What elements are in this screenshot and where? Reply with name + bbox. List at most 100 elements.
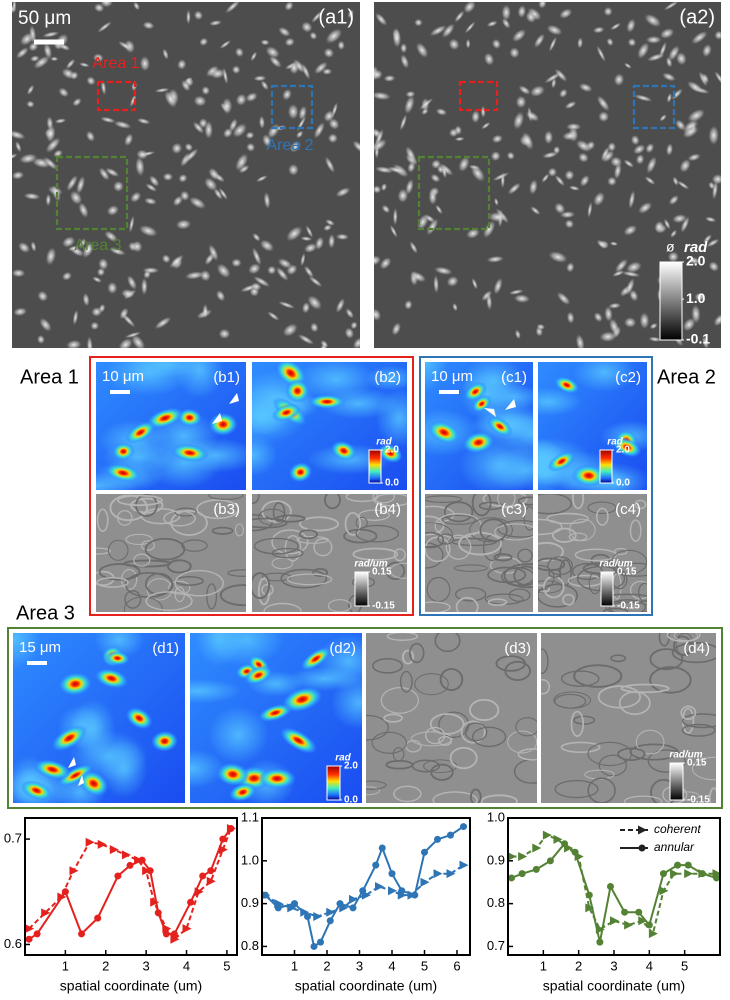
texture xyxy=(263,602,302,612)
cell xyxy=(301,301,311,314)
texture xyxy=(352,547,399,561)
arrowhead xyxy=(78,775,84,786)
texture xyxy=(298,529,319,540)
cell xyxy=(506,151,515,160)
cell xyxy=(286,226,303,242)
cell xyxy=(141,277,148,296)
cell xyxy=(171,142,183,155)
x-tick-label: 2 xyxy=(575,958,582,973)
cell xyxy=(98,258,109,271)
cell xyxy=(514,329,521,340)
cell xyxy=(50,56,59,62)
texture xyxy=(409,642,425,664)
texture xyxy=(275,514,306,523)
cell xyxy=(441,23,455,39)
cell xyxy=(162,172,174,181)
cell xyxy=(627,38,637,47)
cell xyxy=(29,55,40,62)
texture xyxy=(98,563,141,581)
cell xyxy=(325,28,343,44)
cell xyxy=(39,317,52,332)
marker-circle xyxy=(645,921,653,929)
cell xyxy=(568,185,580,191)
cell xyxy=(262,134,272,148)
cell xyxy=(213,187,223,200)
cell xyxy=(429,25,447,37)
marker-triangle xyxy=(624,920,634,930)
nucleus xyxy=(125,707,153,730)
marker-circle xyxy=(546,857,554,865)
cell xyxy=(311,10,323,23)
texture xyxy=(425,495,463,503)
cytoplasm xyxy=(330,675,362,730)
marker-circle xyxy=(317,938,324,946)
cell xyxy=(26,84,35,95)
x-axis-title: spatial coordinate (um) xyxy=(60,978,202,994)
texture xyxy=(570,710,585,737)
marker-circle xyxy=(274,904,282,912)
nucleus xyxy=(125,421,156,444)
marker-triangle xyxy=(507,852,517,862)
cell xyxy=(335,233,349,241)
cell xyxy=(530,85,546,97)
texture xyxy=(538,583,579,608)
cell xyxy=(624,62,632,69)
cell xyxy=(633,144,646,155)
nucleus xyxy=(378,443,403,463)
y-tick-label: 1.0 xyxy=(241,852,259,867)
texture xyxy=(386,633,419,641)
cell xyxy=(67,245,80,252)
cell xyxy=(546,24,563,36)
cell xyxy=(296,130,304,139)
cell xyxy=(113,120,132,129)
marker-circle xyxy=(411,891,419,899)
cell xyxy=(85,130,95,142)
nucleus xyxy=(300,646,332,671)
x-axis-title: spatial coordinate (um) xyxy=(543,978,685,994)
cell xyxy=(702,43,712,58)
cell xyxy=(104,167,120,177)
texture xyxy=(96,577,129,588)
cell xyxy=(45,137,61,153)
cell xyxy=(245,92,258,102)
image-d3 xyxy=(366,633,537,803)
marker-circle xyxy=(162,930,170,938)
cell xyxy=(235,153,249,172)
cell xyxy=(575,139,592,153)
image-c4 xyxy=(538,494,647,612)
nucleus xyxy=(216,762,250,787)
colorbar-unit: rad/um xyxy=(354,559,387,570)
cell xyxy=(231,65,241,75)
cell xyxy=(374,166,394,174)
texture xyxy=(116,509,133,526)
cell xyxy=(201,86,210,96)
texture xyxy=(145,591,193,612)
series-line xyxy=(28,828,232,941)
texture xyxy=(125,533,153,546)
cell xyxy=(325,219,335,226)
image-c2 xyxy=(538,362,647,490)
marker-circle xyxy=(304,912,311,920)
area-box xyxy=(55,155,129,231)
panel-label: (c1) xyxy=(501,369,527,386)
cell xyxy=(100,79,107,96)
colorbar-unit: rad xyxy=(684,239,708,256)
texture xyxy=(538,518,563,536)
panel-label: (d3) xyxy=(504,640,531,657)
cell xyxy=(471,277,478,290)
cell xyxy=(417,214,429,230)
texture xyxy=(635,729,665,755)
cell xyxy=(104,230,118,243)
cell xyxy=(284,37,295,47)
area-3-frame xyxy=(7,627,723,809)
cell xyxy=(682,125,699,139)
cell xyxy=(407,161,416,173)
nucleus xyxy=(57,763,94,787)
texture xyxy=(252,494,260,504)
cell xyxy=(186,9,191,25)
y-tick-label: 0.8 xyxy=(241,938,259,953)
y-tick-label: 0.7 xyxy=(4,831,22,846)
marker-circle xyxy=(359,887,367,895)
cell xyxy=(278,301,296,309)
cell xyxy=(682,317,696,332)
